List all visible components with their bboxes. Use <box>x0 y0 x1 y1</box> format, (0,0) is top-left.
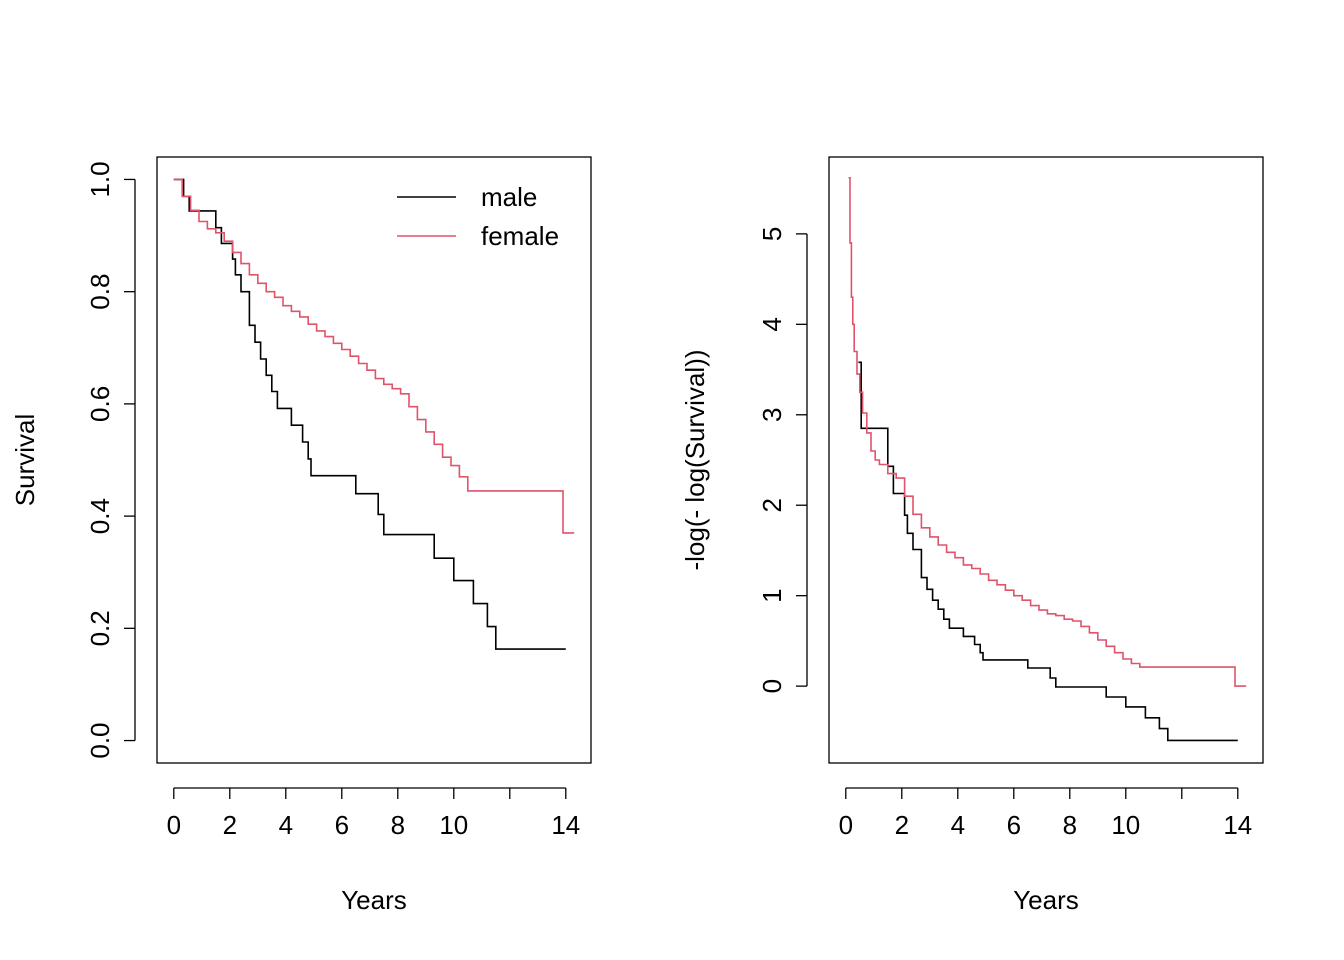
y-tick-label: 4 <box>757 317 787 331</box>
x-tick-label: 4 <box>951 810 965 840</box>
y-tick-label: 0.0 <box>85 722 115 758</box>
series-line-male <box>173 178 566 650</box>
y-tick-label: 1.0 <box>85 161 115 197</box>
legend-label-female: female <box>481 221 559 251</box>
y-tick-label: 0 <box>757 679 787 693</box>
x-tick-label: 8 <box>391 810 405 840</box>
series-line-male <box>858 361 1238 742</box>
x-tick-label: 0 <box>167 810 181 840</box>
x-tick-label: 8 <box>1063 810 1077 840</box>
series-line-female <box>173 178 575 534</box>
x-tick-label: 6 <box>335 810 349 840</box>
y-tick-label: 2 <box>757 498 787 512</box>
x-tick-label: 14 <box>551 810 580 840</box>
y-axis-label: -log(- log(Survival)) <box>680 349 710 570</box>
x-tick-label: 10 <box>439 810 468 840</box>
survival-panel: 0 2 4 6 8 10 14 0.0 0.2 0.4 0.6 0.8 1.0 Years Survival… <box>10 156 592 915</box>
y-tick-label: 0.4 <box>85 498 115 534</box>
y-tick-label: 0.6 <box>85 386 115 422</box>
x-tick-label: 0 <box>839 810 853 840</box>
x-tick-label: 4 <box>279 810 293 840</box>
x-tick-label: 14 <box>1223 810 1252 840</box>
y-axis-label: Survival <box>10 414 40 506</box>
plot-frame <box>156 156 592 764</box>
y-tick-label: 0.8 <box>85 274 115 310</box>
plot-frame <box>828 156 1264 764</box>
series-line-female <box>848 177 1247 687</box>
x-tick-label: 10 <box>1111 810 1140 840</box>
x-axis-label: Years <box>341 885 407 915</box>
y-tick-label: 0.2 <box>85 610 115 646</box>
legend-label-male: male <box>481 182 537 212</box>
x-tick-label: 6 <box>1007 810 1021 840</box>
loglog-panel: 0 2 4 6 8 10 14 0 1 2 3 4 5 Years -log(- log(Survival)… <box>680 156 1264 915</box>
x-axis-label: Years <box>1013 885 1079 915</box>
y-tick-label: 3 <box>757 408 787 422</box>
x-tick-label: 2 <box>223 810 237 840</box>
y-tick-label: 5 <box>757 227 787 241</box>
y-tick-label: 1 <box>757 588 787 602</box>
x-tick-label: 2 <box>895 810 909 840</box>
